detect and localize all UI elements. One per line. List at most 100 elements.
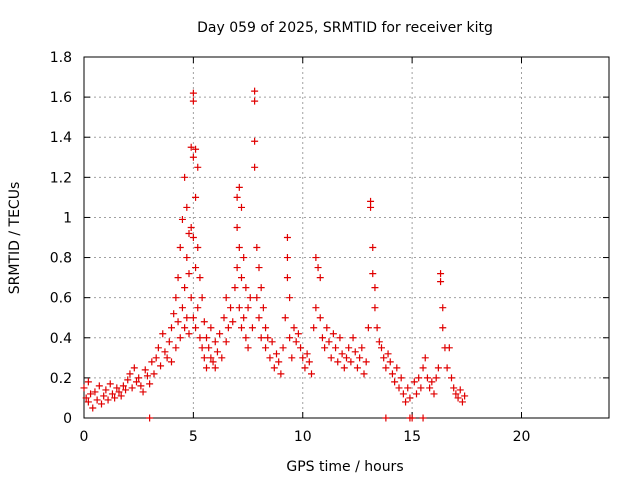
data-point	[194, 163, 202, 171]
data-point	[187, 294, 195, 302]
data-point	[292, 338, 300, 346]
data-point	[423, 374, 431, 382]
data-point	[176, 334, 184, 342]
data-point	[152, 354, 160, 362]
data-point	[240, 314, 248, 322]
data-point	[402, 398, 410, 406]
data-point	[347, 358, 355, 366]
data-point	[432, 374, 440, 382]
data-point	[413, 390, 420, 398]
data-point	[371, 304, 379, 312]
data-point	[255, 264, 263, 272]
data-point	[189, 89, 197, 97]
data-point	[297, 344, 305, 352]
data-point	[426, 384, 434, 392]
data-point	[448, 374, 455, 382]
data-point	[318, 334, 326, 342]
data-point	[187, 223, 195, 231]
data-point	[205, 344, 213, 352]
data-point	[222, 294, 230, 302]
data-point	[185, 229, 193, 237]
data-point	[154, 344, 162, 352]
data-point	[218, 354, 226, 362]
data-point	[404, 384, 412, 392]
data-point	[388, 370, 396, 378]
data-point	[351, 348, 359, 356]
data-point	[111, 394, 119, 402]
data-point	[375, 338, 383, 346]
data-point	[305, 358, 313, 366]
data-point	[176, 244, 184, 252]
x-tick-label: 10	[294, 429, 312, 445]
data-point	[266, 354, 274, 362]
data-point	[393, 364, 401, 372]
data-point	[382, 364, 390, 372]
data-point	[200, 354, 208, 362]
data-point	[124, 376, 132, 384]
data-point	[371, 284, 379, 292]
data-point	[187, 143, 195, 151]
data-point	[135, 374, 143, 382]
data-point	[262, 344, 270, 352]
data-point	[235, 183, 243, 191]
data-point	[172, 294, 180, 302]
data-point	[203, 364, 210, 372]
data-point	[150, 370, 158, 378]
data-point	[137, 382, 145, 390]
data-point	[334, 358, 342, 366]
data-point	[373, 324, 381, 332]
data-point	[168, 358, 175, 366]
x-tick-label: 0	[80, 429, 89, 445]
data-point	[194, 244, 202, 252]
data-point	[181, 173, 189, 181]
data-point	[443, 364, 451, 372]
data-point	[133, 378, 140, 386]
data-point	[286, 334, 294, 342]
data-point	[312, 254, 320, 262]
data-point	[82, 394, 90, 402]
y-tick-label: 1.2	[50, 170, 72, 186]
data-point	[80, 384, 88, 392]
data-point	[146, 380, 154, 388]
data-point	[185, 330, 193, 338]
data-point	[106, 380, 114, 388]
data-point	[358, 344, 366, 352]
data-point	[231, 284, 239, 292]
data-point	[386, 358, 394, 366]
data-point	[126, 370, 134, 378]
x-tick-label: 15	[403, 429, 421, 445]
y-axis-label: SRMTID / TECUs	[7, 182, 23, 295]
data-point	[229, 318, 237, 326]
data-point	[253, 244, 261, 252]
data-point	[119, 382, 127, 390]
data-point	[189, 234, 197, 241]
data-point	[456, 386, 464, 394]
data-point	[233, 223, 241, 231]
data-point	[439, 324, 447, 332]
data-point	[419, 364, 427, 372]
data-points	[80, 87, 469, 422]
data-point	[259, 304, 267, 312]
data-point	[104, 396, 112, 404]
data-point	[181, 284, 189, 292]
data-point	[294, 330, 302, 338]
grid-lines	[83, 56, 609, 419]
data-point	[288, 354, 296, 362]
data-point	[367, 197, 375, 205]
data-point	[445, 344, 453, 352]
data-point	[439, 304, 447, 312]
data-point	[399, 390, 407, 398]
data-point	[275, 358, 283, 366]
x-axis-label: GPS time / hours	[286, 459, 403, 475]
data-point	[242, 284, 250, 292]
data-point	[301, 364, 309, 372]
data-point	[316, 314, 324, 322]
data-point	[196, 274, 204, 282]
axis-ticks: 0 0.2 0.4 0.6 0.8 1 1.2 1.4 1.6 1.8 0 5 10 15 20	[50, 50, 609, 445]
data-point	[141, 366, 149, 374]
data-point	[434, 364, 442, 372]
data-point	[251, 163, 259, 171]
data-point	[198, 294, 206, 302]
data-point	[421, 354, 429, 362]
data-point	[419, 414, 427, 422]
